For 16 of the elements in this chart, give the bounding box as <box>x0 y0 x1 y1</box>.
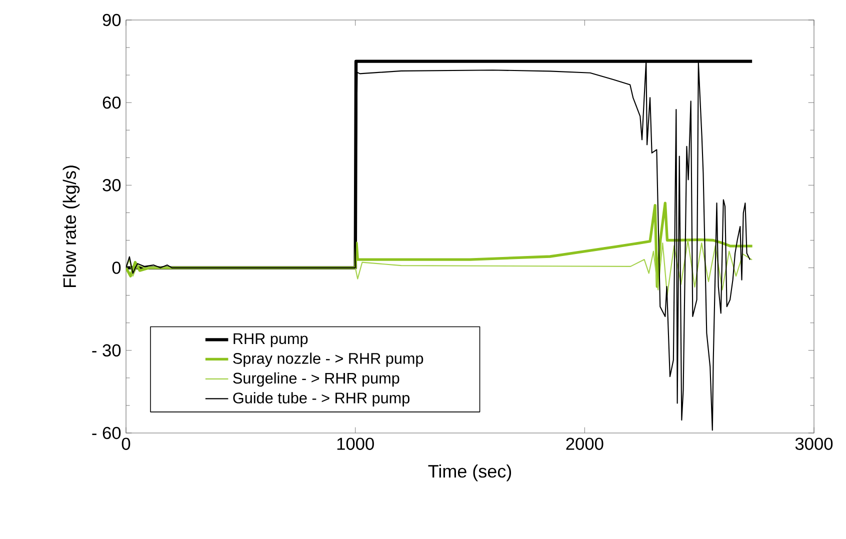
legend-label: RHR pump <box>234 333 308 348</box>
x-axis-title: Time (sec) <box>428 464 512 482</box>
x-tick-label: 0 <box>122 438 130 450</box>
y-tick-label: - 60 <box>92 426 121 440</box>
y-axis-title: Flow rate (kg/s) <box>62 166 80 288</box>
y-tick-label: 0 <box>112 262 121 274</box>
y-tick-label: 30 <box>102 179 121 192</box>
legend-label: Surgeline - > RHR pump <box>233 372 400 387</box>
x-tick-label: 1000 <box>337 438 374 450</box>
y-tick-label: 60 <box>102 96 121 109</box>
legend-label: Spray nozzle - > RHR pump <box>233 352 424 367</box>
x-tick-label: 2000 <box>566 438 604 450</box>
y-tick-label: 90 <box>102 14 121 26</box>
x-tick-label: 3000 <box>795 438 833 450</box>
y-tick-label: - 30 <box>92 344 121 357</box>
legend-label: Guide tube - > RHR pump <box>233 392 410 406</box>
